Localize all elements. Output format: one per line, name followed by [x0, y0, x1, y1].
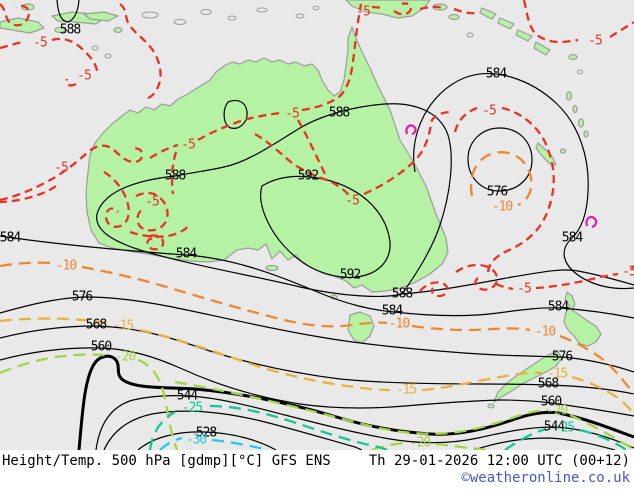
weather-map-svg — [0, 0, 634, 450]
island-solomons — [533, 41, 551, 56]
island-solomons — [515, 29, 533, 42]
temp-contours-minus5 — [0, 0, 634, 298]
island — [568, 53, 578, 61]
contour-536-right — [473, 437, 616, 450]
island-vanuatu — [583, 130, 589, 138]
minor-islands — [91, 5, 583, 75]
island — [54, 26, 66, 34]
cyclone-icon — [585, 215, 598, 229]
map-area: 588 588 588 588 592 592 584 584 584 584 584 584 576 5… — [0, 0, 634, 450]
chart-datetime: Th 29-01-2026 12:00 UTC (00+12) — [368, 453, 630, 469]
footer-line2: ©weatheronline.co.uk — [0, 469, 634, 486]
copyright-link[interactable]: ©weatheronline.co.uk — [461, 470, 630, 486]
temp-contours-minus20 — [0, 353, 634, 450]
temp-contours-minus25 — [148, 404, 627, 450]
island-vanuatu — [572, 104, 578, 114]
temp-contours-minus15 — [0, 317, 634, 416]
contour-588-trough — [56, 0, 80, 23]
island-vanuatu — [577, 118, 585, 128]
island-kangaroo — [265, 264, 279, 272]
contour-closed-cell — [223, 99, 248, 129]
island-solomons — [479, 7, 497, 20]
contour-588 — [96, 103, 452, 297]
chart-title: Height/Temp. 500 hPa [gdmp][°C] GFS ENS — [2, 453, 331, 469]
island-vanuatu — [565, 91, 573, 101]
cyclone-icon — [405, 124, 417, 136]
cyclone-markers — [405, 124, 598, 229]
contour-560 — [0, 347, 634, 417]
contour-544 — [95, 395, 634, 450]
contour-576-low — [467, 127, 533, 192]
island — [113, 26, 123, 34]
land-stewart-island — [487, 403, 495, 409]
contour-592 — [259, 175, 391, 278]
land-tasmania — [347, 311, 375, 344]
land-timor — [0, 17, 45, 34]
contour-584-long — [0, 235, 634, 319]
contour-584-ring — [413, 73, 634, 290]
contour-536 — [103, 410, 363, 450]
temp-contours-minus10 — [0, 151, 634, 395]
footer-line1: Height/Temp. 500 hPa [gdmp][°C] GFS ENS … — [0, 450, 634, 469]
contour-576 — [0, 296, 634, 373]
footer: Height/Temp. 500 hPa [gdmp][°C] GFS ENS … — [0, 450, 634, 490]
contour-568 — [0, 325, 634, 395]
island-solomons — [497, 17, 515, 30]
island — [559, 148, 567, 154]
temp-contours-minus30 — [159, 436, 269, 450]
land-islands-nw — [83, 11, 119, 22]
island — [448, 13, 460, 21]
land-australia — [85, 26, 449, 293]
